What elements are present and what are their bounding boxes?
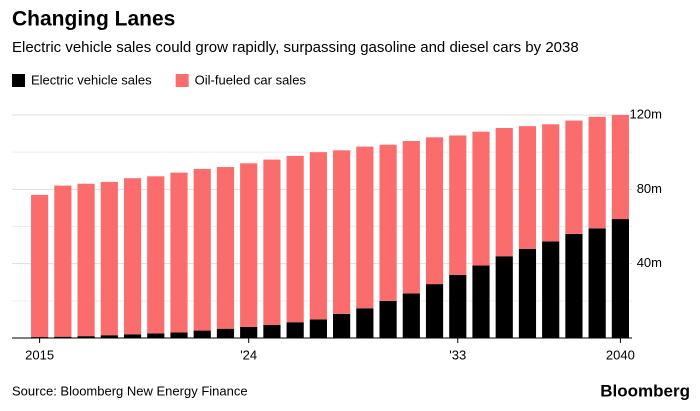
bar-segment (170, 172, 188, 333)
bar-segment (449, 135, 467, 275)
bar-segment (611, 115, 629, 220)
bar-segment (77, 336, 95, 338)
bar-segment (449, 274, 467, 338)
bar-segment (100, 181, 118, 336)
bar-segment (263, 159, 281, 325)
bar-segment (286, 322, 304, 338)
y-tick-label: 120m (629, 106, 662, 121)
legend-swatch (12, 74, 25, 87)
source: Source: Bloomberg New Energy Finance (12, 383, 248, 398)
bar-segment (333, 313, 351, 338)
bar-segment (309, 319, 327, 338)
bar-segment (333, 150, 351, 314)
bar-segment (286, 155, 304, 323)
bar-segment (147, 176, 165, 334)
bar-segment (542, 124, 560, 242)
bar-segment (216, 167, 235, 329)
bar-segment (379, 144, 397, 301)
bar-segment (263, 324, 281, 338)
legend-label: Electric vehicle sales (31, 72, 152, 87)
bar-segment (588, 228, 606, 338)
bar-segment (565, 120, 583, 234)
bar-segment (147, 333, 165, 338)
chart-title: Changing Lanes (12, 8, 175, 31)
y-tick-label: 80m (637, 181, 662, 196)
bar-segment (402, 293, 420, 338)
x-tick-label: '33 (449, 347, 466, 362)
bar-segment (123, 178, 142, 335)
bar-segment (356, 146, 374, 309)
bar-segment (54, 336, 72, 338)
bar-segment (611, 219, 629, 338)
bar-segment (216, 328, 235, 338)
legend-label: Oil-fueled car sales (195, 72, 307, 87)
bar-segment (54, 185, 72, 337)
bar-segment (240, 163, 258, 327)
bar-segment (356, 308, 374, 338)
bar-segment (472, 265, 490, 338)
bar-segment (193, 168, 211, 331)
bar-segment (309, 152, 327, 320)
bar-segment (495, 128, 513, 257)
bar-segment (77, 183, 95, 337)
bar-segment (495, 256, 513, 338)
bar-segment (565, 233, 583, 338)
y-tick-label: 40m (637, 255, 662, 270)
bar-segment (542, 241, 560, 338)
x-tick-label: 2015 (25, 347, 54, 362)
bar-segment (123, 334, 142, 338)
chart-subtitle: Electric vehicle sales could grow rapidl… (12, 39, 579, 56)
bar-segment (518, 248, 537, 338)
bar-segment (518, 126, 537, 249)
x-tick-label: 2040 (606, 347, 635, 362)
brand: Bloomberg (600, 381, 690, 400)
bar-segment (240, 326, 258, 338)
bar-segment (472, 131, 490, 266)
bar-segment (402, 141, 420, 294)
bar-segment (170, 332, 188, 338)
bar-segment (31, 194, 49, 338)
bar-segment (100, 335, 118, 338)
bar-segment (193, 330, 211, 338)
bar-segment (588, 116, 606, 229)
x-tick-label: '24 (240, 347, 257, 362)
bar-segment (379, 300, 397, 338)
bar-segment (425, 137, 444, 285)
bar-segment (425, 284, 444, 338)
legend-swatch (175, 74, 189, 87)
